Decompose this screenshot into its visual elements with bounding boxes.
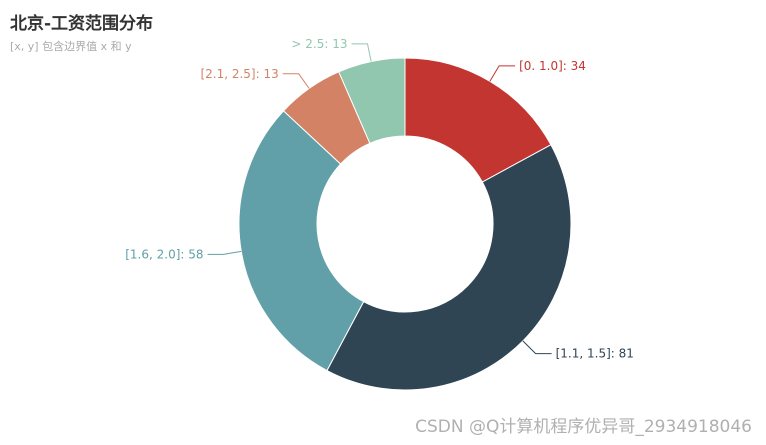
slice-label-4: > 2.5: 13 bbox=[291, 37, 347, 51]
slice-label-2: [1.6, 2.0]: 58 bbox=[125, 247, 203, 261]
pie-slice-4[interactable] bbox=[338, 57, 406, 144]
label-line-0 bbox=[489, 65, 516, 82]
chart-title: 北京-工资范围分布 bbox=[10, 14, 154, 34]
watermark: CSDN @Q计算机程序优异哥_2934918046 bbox=[415, 417, 752, 437]
chart-subtitle: [x, y] 包含边界值 x 和 y bbox=[10, 40, 132, 53]
pie-slice-2[interactable] bbox=[238, 110, 365, 372]
slices-group bbox=[238, 57, 572, 391]
slice-label-1: [1.1, 1.5]: 81 bbox=[556, 347, 634, 361]
slice-label-0: [0. 1.0]: 34 bbox=[519, 59, 586, 73]
pie-slice-1[interactable] bbox=[326, 144, 572, 391]
labels-group: [0. 1.0]: 34 [1.1, 1.5]: 81 [1.6, 2.0]: 58… bbox=[125, 37, 634, 361]
label-line-1 bbox=[522, 340, 552, 355]
label-line-2 bbox=[207, 250, 242, 255]
label-line-3 bbox=[282, 73, 310, 89]
label-line-4 bbox=[351, 43, 372, 62]
slice-label-3: [2.1, 2.5]: 13 bbox=[200, 67, 278, 81]
